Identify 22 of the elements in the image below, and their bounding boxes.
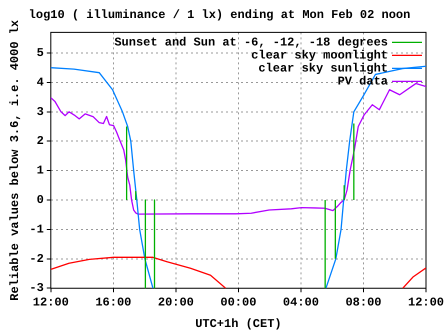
y-axis-title: Reliable values below 3.6, i.e. 4000 lx: [8, 20, 22, 301]
y-tick-label: -2: [29, 252, 44, 266]
x-tick-label: 04:00: [282, 295, 319, 310]
x-tick-label: 16:00: [95, 295, 132, 310]
y-tick-label: 3: [36, 104, 44, 119]
x-tick-label: 20:00: [158, 295, 194, 310]
x-tick-label: 00:00: [220, 295, 256, 310]
y-tick-label: 4: [36, 75, 44, 90]
legend-label: clear sky moonlight: [251, 48, 388, 62]
y-tick-label: -1: [29, 222, 44, 236]
chart-title: log10 ( illuminance / 1 lx) ending at Mon Feb 02 noon: [28, 8, 410, 22]
x-axis-title: UTC+1h (CET): [195, 316, 282, 331]
legend-label: Sunset and Sun at -6, -12, -18 degrees: [114, 35, 388, 50]
y-tick-label: 5: [36, 46, 44, 60]
y-tick-label: 1: [36, 164, 44, 178]
y-tick-label: 0: [36, 193, 44, 208]
series-label: clear sky sunlight: [258, 61, 388, 76]
y-tick-label: 2: [36, 134, 44, 148]
x-tick-label: 12:00: [408, 295, 444, 310]
x-tick-label: 12:00: [32, 295, 69, 310]
x-tick-label: 08:00: [345, 295, 382, 310]
y-tick-label: -3: [29, 281, 44, 296]
